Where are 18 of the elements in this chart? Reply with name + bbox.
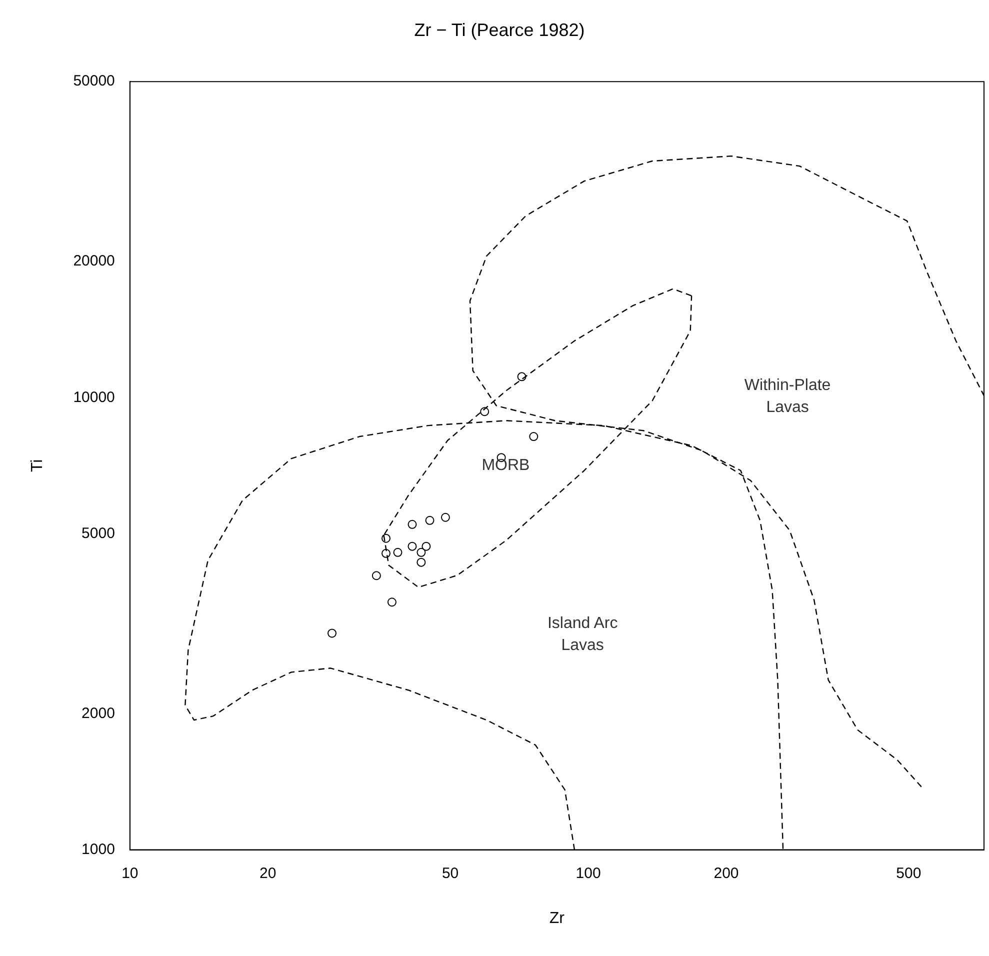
x-tick-label: 500 xyxy=(896,864,922,882)
y-tick-label: 5000 xyxy=(82,524,115,542)
x-tick-label: 100 xyxy=(576,864,601,882)
y-tick-label: 2000 xyxy=(82,704,115,722)
y-tick-label: 20000 xyxy=(73,252,115,270)
annotation: Within-Plate Lavas xyxy=(744,376,831,416)
x-tick-label: 20 xyxy=(260,864,276,882)
y-tick-label: 50000 xyxy=(73,72,115,90)
x-tick-label: 50 xyxy=(442,864,459,882)
x-axis-title: Zr xyxy=(549,910,566,927)
chart-title: Zr − Ti (Pearce 1982) xyxy=(414,20,585,40)
annotation: Island Arc Lavas xyxy=(547,615,618,654)
x-tick-label: 200 xyxy=(714,864,739,882)
y-axis-title: Ti xyxy=(29,459,46,472)
annotation: MORB xyxy=(482,457,530,474)
x-tick-label: 10 xyxy=(122,864,138,882)
y-tick-label: 1000 xyxy=(82,840,115,858)
y-tick-label: 10000 xyxy=(73,388,115,406)
